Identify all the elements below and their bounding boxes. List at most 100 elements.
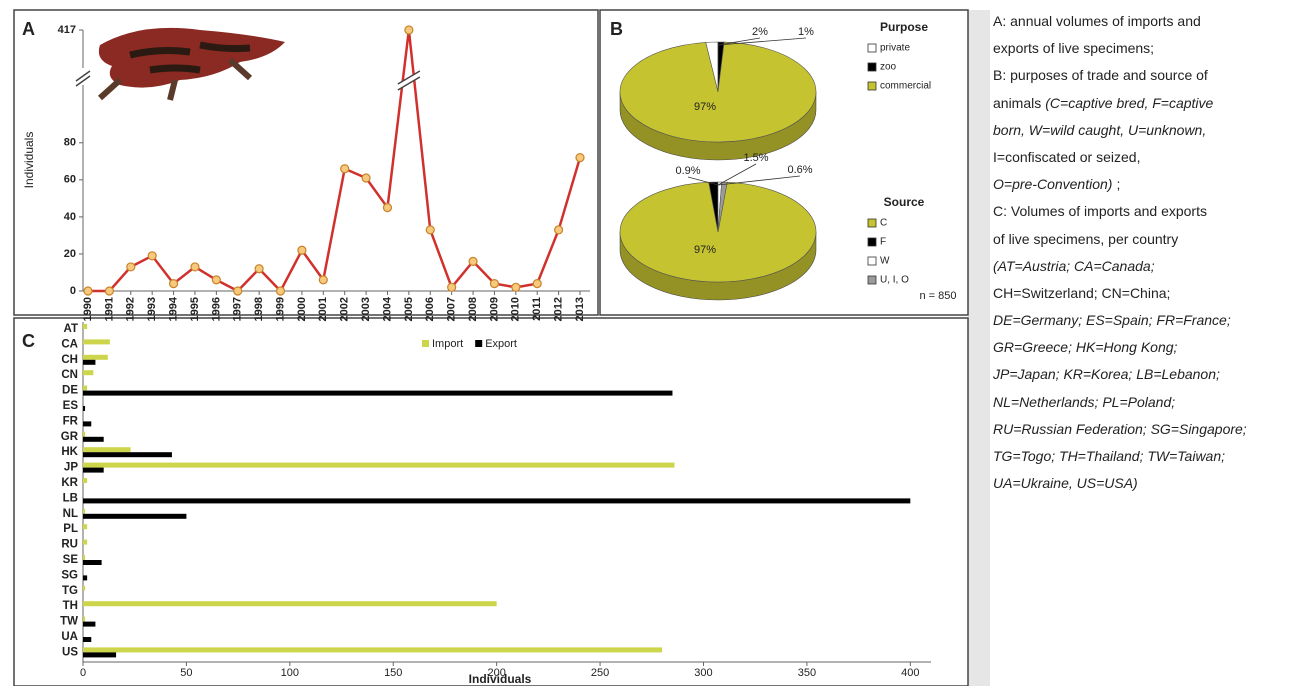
x-tick-label: 2003 (360, 297, 372, 321)
point (233, 286, 243, 296)
annotation: n = 850 (919, 290, 956, 302)
y-tick-label: DE (62, 385, 78, 397)
legend-label: zoo (880, 62, 897, 73)
y-tick-label: US (62, 646, 78, 658)
caption-text: B: purposes of trade and source of (993, 67, 1208, 84)
point (340, 164, 350, 174)
caption-line: born, W=wild caught, U=unknown, (993, 117, 1296, 144)
caption-text: NL=Netherlands; PL=Poland; (993, 393, 1176, 410)
x-tick-label: 2009 (488, 297, 500, 321)
caption-text: A: annual volumes of imports and (993, 13, 1201, 29)
point (126, 262, 136, 272)
caption-text: JP=Japan; KR=Korea; LB=Lebanon; (993, 366, 1220, 383)
legend-swatch (867, 218, 877, 228)
y-tick-label: ES (63, 400, 79, 412)
bar (83, 513, 187, 519)
caption: A: annual volumes of imports and exports … (993, 8, 1296, 497)
x-tick-label: 2001 (317, 297, 329, 321)
pie-side-shade (620, 92, 816, 160)
bar (83, 652, 117, 658)
bar (83, 339, 110, 345)
leader-line (717, 175, 801, 186)
bar (83, 359, 96, 365)
point (297, 245, 307, 255)
point (211, 275, 221, 285)
caption-line: O=pre-Convention); (993, 171, 1296, 198)
legend-title: Purpose (880, 20, 928, 34)
caption-text: ; (1116, 176, 1121, 193)
point (447, 282, 457, 292)
caption-text: (C=captive bred, F=captive (1045, 94, 1214, 111)
bar (83, 601, 497, 607)
caption-text: TG=Togo; TH=Thailand; TW=Taiwan; (993, 448, 1226, 464)
line-break (398, 72, 419, 90)
bar (83, 447, 131, 453)
y-tick-label: HK (61, 446, 78, 458)
x-tick-label: 1998 (253, 297, 265, 321)
legend-label: Import (432, 338, 463, 350)
point (190, 262, 200, 272)
y-tick-label: CH (61, 354, 78, 366)
bar (83, 462, 675, 468)
bar (83, 478, 88, 483)
bar (83, 467, 104, 473)
bar (83, 436, 104, 442)
x-axis-label: Individuals (469, 672, 532, 686)
y-tick-label: UA (61, 631, 78, 643)
salamander-photo (97, 27, 285, 101)
y-tick-label: FR (63, 415, 79, 427)
shadow (968, 10, 990, 686)
value-label: 0.6% (787, 164, 812, 176)
caption-line: TG=Togo; TH=Thailand; TW=Taiwan; (993, 443, 1296, 470)
caption-line: I=confiscated or seized, (993, 144, 1296, 171)
legend-swatch (422, 340, 429, 347)
legend-label: U, I, O (880, 275, 909, 286)
point (361, 173, 371, 183)
x-tick-label: 1996 (210, 297, 222, 321)
legend-label: F (880, 237, 886, 248)
leader-line (717, 37, 761, 46)
caption-line: NL=Netherlands; PL=Poland; (993, 389, 1296, 416)
legend-swatch (867, 237, 877, 247)
caption-text: of live specimens, per country (993, 230, 1179, 247)
caption-line: of live specimens, per country (993, 226, 1296, 253)
axis-break (75, 70, 91, 87)
bar (83, 616, 86, 622)
caption-line: (AT=Austria; CA=Canada; (993, 253, 1296, 280)
y-tick-label: 60 (64, 174, 76, 186)
x-tick-label: 350 (798, 667, 816, 679)
pie-slice (619, 181, 817, 283)
x-tick-label: 1994 (167, 296, 179, 321)
caption-line: DE=Germany; ES=Spain; FR=France; (993, 307, 1296, 334)
caption-text: RU=Russian Federation; SG=Singapore; (993, 420, 1247, 437)
y-tick-label: SG (61, 569, 78, 581)
y-tick-label: 417 (58, 24, 76, 36)
y-tick-label: 80 (64, 137, 76, 149)
bar (83, 406, 86, 411)
pie-slice (619, 41, 817, 143)
bar (83, 621, 96, 627)
bar (83, 539, 88, 545)
legend-swatch (867, 62, 877, 72)
point (554, 225, 564, 235)
caption-text: C: Volumes of imports and exports (993, 203, 1207, 220)
caption-line: exports of live specimens; (993, 35, 1296, 62)
point (83, 286, 93, 296)
leader-line (717, 37, 807, 46)
legend-swatch (867, 43, 877, 53)
y-axis-label: Individuals (22, 132, 36, 189)
x-tick-label: 2004 (381, 296, 393, 321)
x-tick-label: 2005 (403, 297, 415, 321)
caption-line: animals (C=captive bred, F=captive (993, 90, 1296, 117)
caption-text: animals (993, 94, 1042, 111)
panel-letter: C (22, 331, 35, 351)
caption-line: RU=Russian Federation; SG=Singapore; (993, 416, 1296, 443)
caption-text: GR=Greece; HK=Hong Kong; (993, 339, 1178, 356)
legend-swatch (867, 256, 877, 266)
x-tick-label: 50 (180, 667, 192, 679)
point (511, 282, 521, 292)
value-label: 1.5% (743, 152, 768, 164)
x-tick-label: 1999 (274, 297, 286, 321)
x-tick-label: 400 (901, 667, 919, 679)
